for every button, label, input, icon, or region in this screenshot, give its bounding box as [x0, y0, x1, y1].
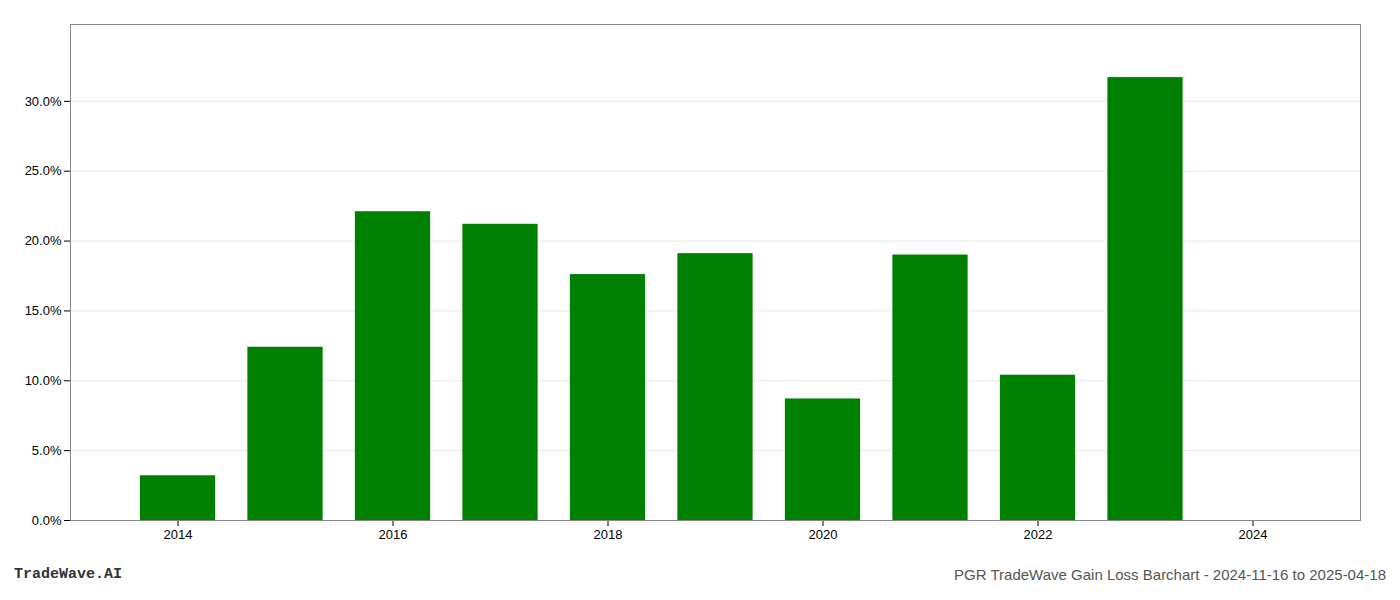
svg-text:2020: 2020	[809, 527, 838, 542]
svg-text:2014: 2014	[164, 527, 193, 542]
svg-text:10.0%: 10.0%	[25, 373, 62, 388]
svg-text:20.0%: 20.0%	[25, 233, 62, 248]
svg-text:5.0%: 5.0%	[32, 443, 62, 458]
svg-text:2024: 2024	[1239, 527, 1268, 542]
html-text:TradeWave.AI: TradeWave.AI	[14, 566, 122, 583]
svg-text:25.0%: 25.0%	[25, 163, 62, 178]
svg-text:30.0%: 30.0%	[25, 94, 62, 109]
svg-text:2022: 2022	[1024, 527, 1053, 542]
svg-text:15.0%: 15.0%	[25, 303, 62, 318]
svg-text:2018: 2018	[594, 527, 623, 542]
svg-text:2016: 2016	[379, 527, 408, 542]
html-text:PGR TradeWave Gain Loss Barcha: PGR TradeWave Gain Loss Barchart - 2024-…	[954, 566, 1386, 583]
svg-text:0.0%: 0.0%	[32, 513, 62, 528]
